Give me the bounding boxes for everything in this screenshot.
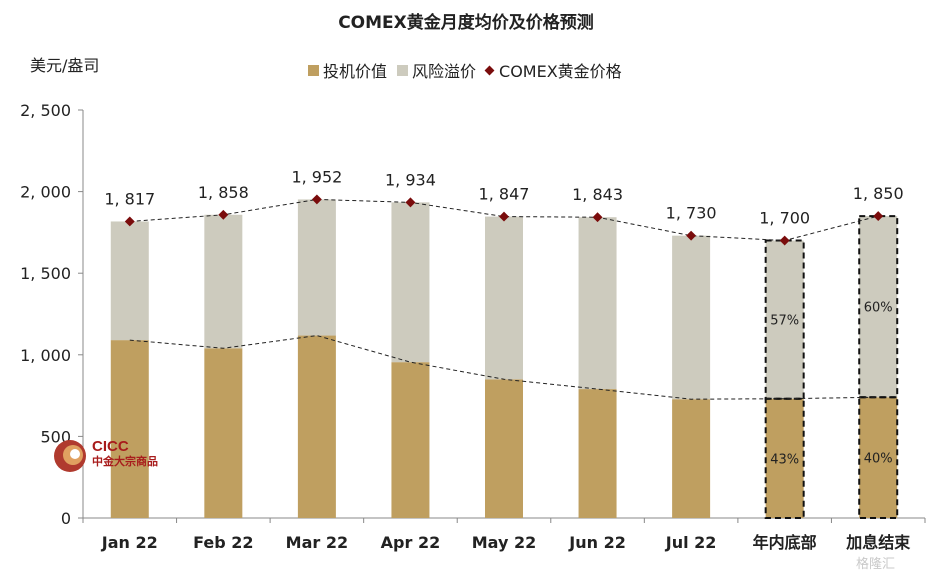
cicc-logo: CICC 中金大宗商品 xyxy=(52,438,177,474)
cicc-logo-en: CICC xyxy=(92,438,129,455)
y-tick-label: 0 xyxy=(61,509,71,528)
bar-speculative xyxy=(204,348,243,518)
y-tick-label: 2, 500 xyxy=(20,101,71,120)
segment-label-speculative: 43% xyxy=(770,452,799,467)
y-tick-label: 2, 000 xyxy=(20,183,71,202)
legend-label-risk-premium: 风险溢价 xyxy=(412,62,477,81)
x-tick-label: Mar 22 xyxy=(286,533,348,552)
bar-speculative xyxy=(110,340,149,518)
bar-risk-premium xyxy=(859,216,898,398)
price-marker xyxy=(218,209,229,220)
price-value-label: 1, 843 xyxy=(572,185,623,204)
x-tick-label: Jun 22 xyxy=(568,533,626,552)
x-tick-label: Jan 22 xyxy=(101,533,158,552)
cicc-logo-text: CICC 中金大宗商品 xyxy=(92,438,158,469)
bar-speculative xyxy=(578,389,617,518)
price-marker xyxy=(311,194,322,205)
bar-risk-premium xyxy=(578,217,617,390)
x-tick-label: 加息结束 xyxy=(845,533,911,552)
cicc-logo-icon xyxy=(54,440,86,472)
legend-swatch-speculative xyxy=(308,64,319,76)
segment-label-risk-premium: 57% xyxy=(770,314,799,329)
price-marker xyxy=(124,216,135,227)
bar-risk-premium xyxy=(110,221,149,341)
price-marker xyxy=(686,230,697,241)
price-marker xyxy=(499,211,509,222)
speculative-trend-line xyxy=(129,335,879,400)
x-tick-label: May 22 xyxy=(472,533,537,552)
bar-speculative xyxy=(672,399,711,518)
y-tick-label: 1, 500 xyxy=(20,264,71,283)
price-marker xyxy=(873,211,884,222)
chart-title: COMEX黄金月度均价及价格预测 xyxy=(338,13,594,33)
price-marker xyxy=(592,212,603,223)
bar-speculative xyxy=(485,379,523,518)
bar-speculative xyxy=(297,335,336,518)
segment-label-speculative: 40% xyxy=(864,452,893,467)
bar-speculative xyxy=(765,398,804,518)
y-axis-unit: 美元/盎司 xyxy=(30,56,100,75)
price-value-label: 1, 730 xyxy=(666,204,717,223)
x-tick-label: Feb 22 xyxy=(193,533,253,552)
price-value-label: 1, 700 xyxy=(759,209,810,228)
bar-risk-premium xyxy=(204,214,243,349)
bar-risk-premium xyxy=(485,216,523,380)
price-value-label: 1, 934 xyxy=(385,170,436,189)
bar-speculative xyxy=(859,397,898,518)
legend-swatch-risk-premium xyxy=(397,64,409,76)
bar-risk-premium xyxy=(297,199,336,336)
legend-label-speculative: 投机价值 xyxy=(323,62,388,81)
cicc-logo-cn: 中金大宗商品 xyxy=(92,455,158,468)
x-tick-label: 年内底部 xyxy=(753,533,817,552)
bar-speculative xyxy=(391,362,430,518)
segment-label-risk-premium: 60% xyxy=(864,301,893,316)
legend: 投机价值 风险溢价 COMEX黄金价格 xyxy=(308,59,632,81)
x-tick-label: Apr 22 xyxy=(381,533,441,552)
legend-item-speculative: 投机价值 xyxy=(308,58,387,82)
legend-item-price: COMEX黄金价格 xyxy=(484,58,622,82)
price-value-label: 1, 817 xyxy=(104,189,155,208)
price-value-label: 1, 850 xyxy=(853,184,904,203)
price-marker xyxy=(405,197,416,208)
price-value-label: 1, 952 xyxy=(291,167,342,186)
watermark: 格隆汇 xyxy=(856,557,896,572)
price-marker xyxy=(779,235,790,246)
price-value-label: 1, 847 xyxy=(479,185,530,204)
price-value-label: 1, 858 xyxy=(198,183,249,202)
y-tick-label: 1, 000 xyxy=(20,346,71,365)
bar-risk-premium xyxy=(391,202,430,363)
legend-label-price: COMEX黄金价格 xyxy=(499,62,622,81)
x-tick-label: Jul 22 xyxy=(665,533,717,552)
bar-speculative-forecast-outline xyxy=(764,397,805,520)
bar-risk-premium xyxy=(672,235,711,400)
bar-risk-premium-forecast-outline xyxy=(764,239,805,400)
legend-item-risk-premium: 风险溢价 xyxy=(397,58,476,82)
bar-risk-premium xyxy=(765,240,804,399)
